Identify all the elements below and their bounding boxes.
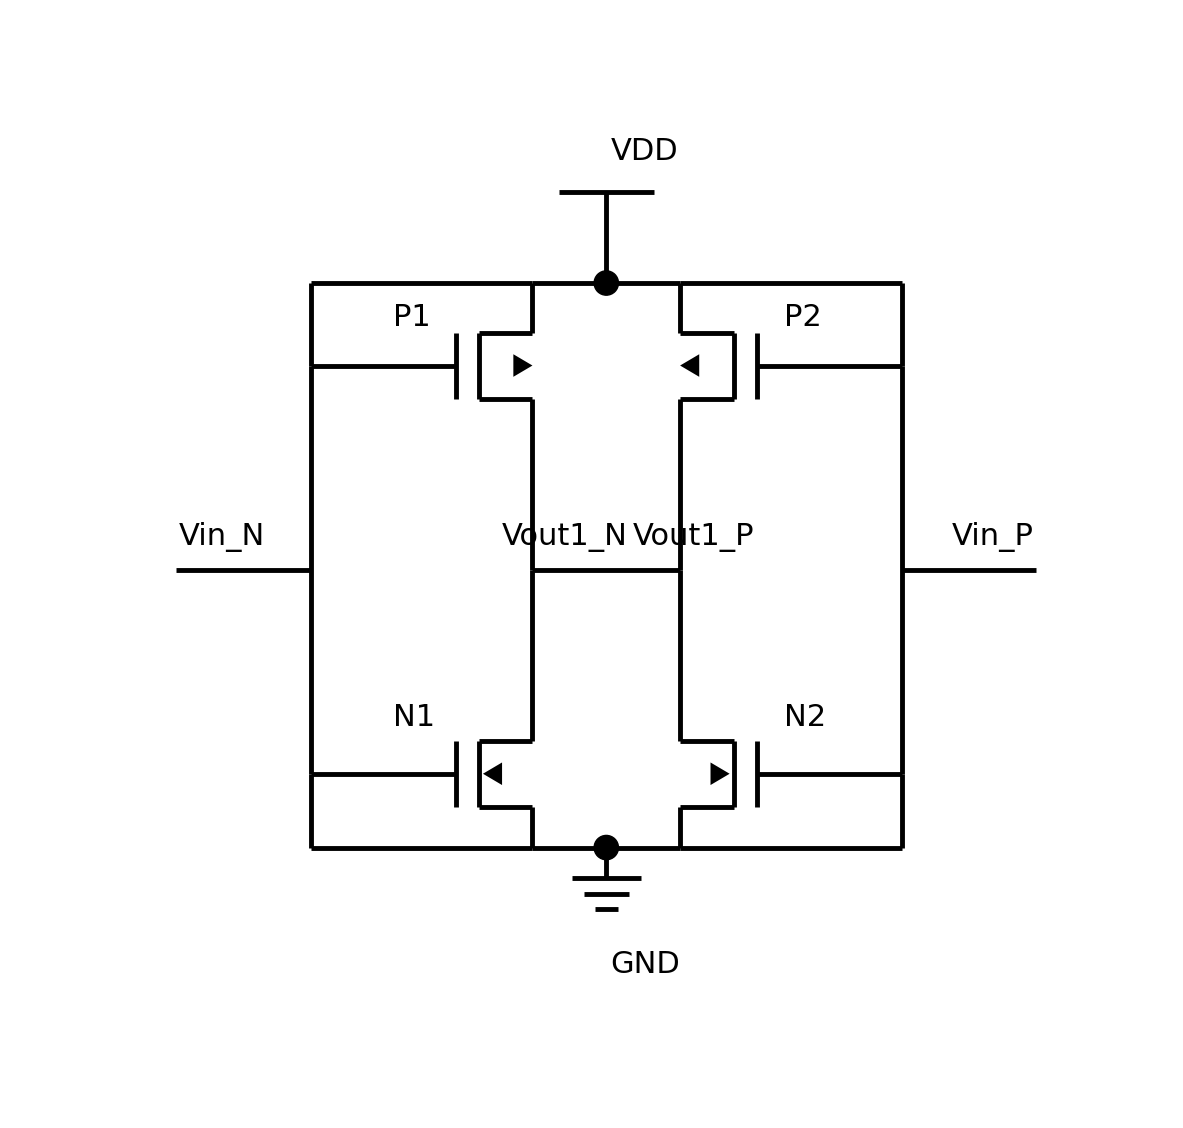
Text: Vout1_N: Vout1_N xyxy=(502,523,628,553)
Polygon shape xyxy=(513,354,532,377)
Text: Vout1_P: Vout1_P xyxy=(633,523,754,553)
Text: Vin_P: Vin_P xyxy=(952,522,1034,553)
Circle shape xyxy=(594,271,619,296)
Circle shape xyxy=(594,836,619,860)
Text: P2: P2 xyxy=(784,303,822,333)
Text: Vin_N: Vin_N xyxy=(179,522,265,553)
Polygon shape xyxy=(680,354,699,377)
Text: GND: GND xyxy=(610,950,680,979)
Text: N1: N1 xyxy=(394,703,435,732)
Polygon shape xyxy=(483,763,502,785)
Text: N2: N2 xyxy=(784,703,827,732)
Polygon shape xyxy=(711,763,730,785)
Text: VDD: VDD xyxy=(610,136,678,166)
Text: P1: P1 xyxy=(394,303,432,333)
